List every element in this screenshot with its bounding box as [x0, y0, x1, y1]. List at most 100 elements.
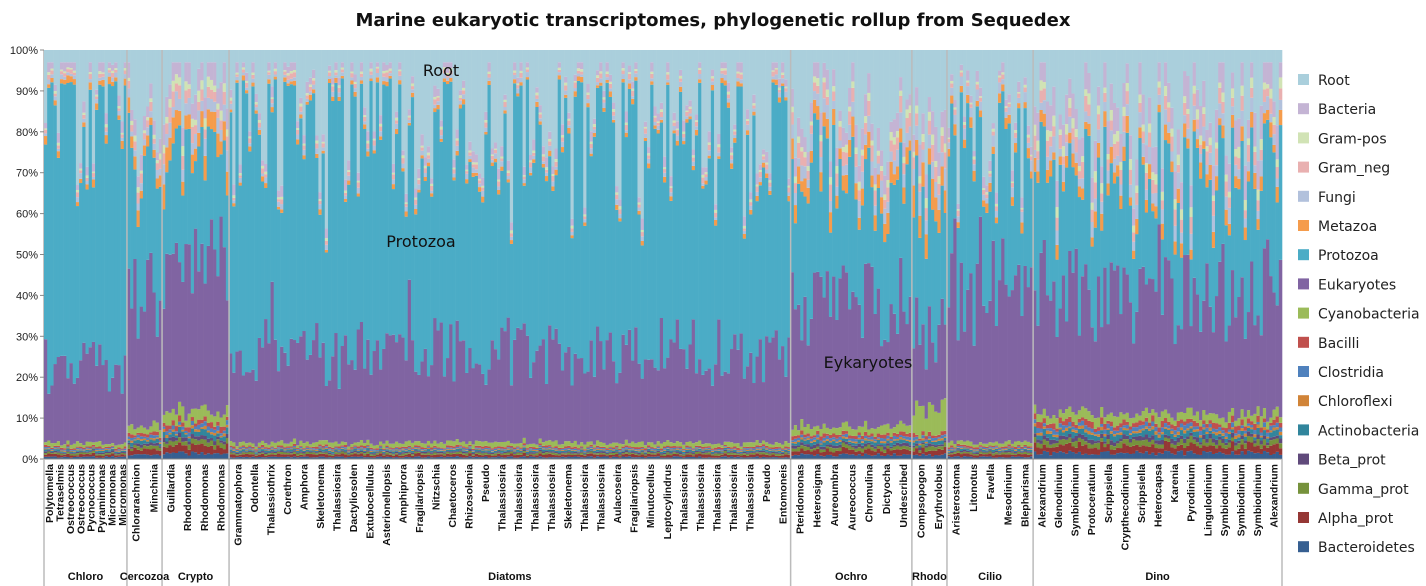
- bar-segment-cyanobacteria: [682, 444, 686, 450]
- bar-segment-gram-neg: [931, 144, 935, 162]
- bar-segment-bacteroidetes: [375, 456, 380, 459]
- bar-segment-gram-neg: [267, 72, 271, 75]
- bar-segment-gram-neg: [477, 180, 482, 184]
- bar-segment-fungi: [554, 166, 559, 170]
- bar-segment-eukaryotes: [133, 258, 137, 430]
- bar-segment-bacilli: [59, 447, 64, 450]
- bar-segment-metazoa: [879, 197, 884, 214]
- bar-segment-gamma-prot: [359, 452, 364, 454]
- bar-segment-chloroflexi: [551, 449, 555, 450]
- bar-segment-bacteria: [82, 101, 86, 113]
- bar-segment-chloroflexi: [838, 439, 842, 442]
- bar-segment-chloroflexi: [841, 436, 846, 439]
- bar-segment-gram-neg: [793, 183, 798, 193]
- bar-segment-bacteroidetes: [369, 457, 373, 459]
- bar-segment-bacteroidetes: [283, 456, 287, 459]
- bar-segment-cyanobacteria: [85, 441, 89, 447]
- bar-segment-beta-prot: [959, 450, 964, 453]
- bar-segment-bacteria: [95, 89, 99, 95]
- bar-segment-gram-pos: [315, 140, 319, 144]
- bar-segment-root: [844, 50, 849, 133]
- bar-segment-bacteria: [560, 124, 565, 136]
- bar-segment-alpha-prot: [694, 454, 699, 458]
- bar-segment-bacteroidetes: [886, 454, 890, 459]
- bar-segment-beta-prot: [455, 451, 460, 453]
- bar-segment-root: [522, 50, 527, 167]
- bar-segment-fungi: [758, 177, 763, 183]
- bar-segment-chloroflexi: [745, 449, 750, 451]
- bar-segment-actinobacteria: [296, 450, 300, 453]
- bar-segment-cyanobacteria: [787, 443, 791, 448]
- bar-segment-alpha-prot: [388, 454, 393, 457]
- bar-segment-fungi: [471, 167, 476, 173]
- bar-segment-fungi: [627, 79, 632, 84]
- bar-segment-beta-prot: [634, 452, 638, 454]
- bar-segment-beta-prot: [468, 449, 472, 451]
- bar-segment-alpha-prot: [375, 454, 380, 457]
- bar-segment-actinobacteria: [452, 449, 456, 452]
- bar-segment-gram-pos: [918, 176, 922, 184]
- bar-segment-bacilli: [522, 443, 527, 446]
- bar-segment-root: [889, 50, 894, 122]
- bar-segment-bacteroidetes: [895, 455, 900, 459]
- bar-segment-gamma-prot: [369, 454, 373, 456]
- bar-segment-gamma-prot: [426, 452, 431, 455]
- bar-segment-gamma-prot: [382, 454, 386, 456]
- bar-segment-chloroflexi: [327, 449, 332, 451]
- bar-segment-bacteria: [857, 165, 862, 182]
- bar-segment-fungi: [666, 79, 670, 83]
- bar-segment-actinobacteria: [158, 443, 163, 447]
- bar-segment-bacteroidetes: [257, 456, 262, 459]
- bar-segment-gram-neg: [911, 157, 916, 170]
- bar-segment-bacteria: [407, 109, 412, 116]
- bar-segment-gram-pos: [414, 197, 418, 200]
- bar-segment-cyanobacteria: [174, 414, 179, 427]
- bar-segment-protozoa: [611, 122, 616, 362]
- bar-segment-root: [356, 50, 361, 173]
- bar-segment-alpha-prot: [331, 455, 335, 458]
- bar-segment-fungi: [742, 230, 747, 234]
- bar-segment-root: [391, 50, 396, 164]
- bar-segment-bacilli: [407, 445, 412, 448]
- bar-segment-protozoa: [800, 191, 804, 341]
- bar-segment-gram-neg: [171, 91, 176, 108]
- bar-segment-bacteria: [382, 62, 386, 71]
- bar-segment-actinobacteria: [956, 447, 961, 450]
- bar-segment-cyanobacteria: [276, 441, 281, 446]
- bar-segment-root: [768, 50, 772, 174]
- bar-segment-protozoa: [130, 147, 134, 309]
- bar-segment-fungi: [812, 91, 817, 100]
- bar-segment-gamma-prot: [599, 452, 603, 455]
- bar-segment-gram-neg: [359, 73, 364, 77]
- bar-segment-metazoa: [168, 137, 172, 161]
- bar-segment-eukaryotes: [174, 242, 179, 415]
- bar-segment-bacteria: [816, 62, 820, 79]
- bar-segment-bacilli: [921, 431, 925, 436]
- bar-segment-clostridia: [420, 449, 424, 451]
- bar-segment-beta-prot: [822, 446, 827, 450]
- bar-segment-gram-pos: [264, 171, 268, 175]
- bar-segment-alpha-prot: [394, 454, 399, 458]
- bar-segment-bacteria: [532, 139, 536, 151]
- bar-segment-actinobacteria: [331, 451, 335, 454]
- bar-segment-beta-prot: [669, 452, 673, 454]
- bar-segment-actinobacteria: [895, 440, 900, 443]
- bar-segment-bacilli: [513, 447, 517, 450]
- bar-segment-alpha-prot: [522, 452, 527, 457]
- bar-segment-eukaryotes: [848, 309, 852, 427]
- bar-segment-alpha-prot: [583, 455, 587, 458]
- bar-segment-protozoa: [589, 156, 594, 341]
- bar-segment-actinobacteria: [497, 449, 501, 452]
- bar-segment-bacteria: [586, 84, 590, 93]
- bar-segment-fungi: [592, 129, 597, 133]
- bar-segment-bacteroidetes: [155, 454, 160, 459]
- bar-segment-protozoa: [723, 85, 728, 372]
- bar-segment-chloroflexi: [832, 439, 836, 442]
- bar-segment-chloroflexi: [391, 450, 396, 452]
- bar-segment-eukaryotes: [305, 359, 310, 442]
- bar-segment-bacteroidetes: [777, 457, 782, 459]
- bar-segment-clostridia: [726, 448, 731, 450]
- bar-segment-root: [528, 50, 533, 155]
- bar-segment-bacilli: [876, 433, 881, 438]
- bar-segment-clostridia: [321, 447, 326, 449]
